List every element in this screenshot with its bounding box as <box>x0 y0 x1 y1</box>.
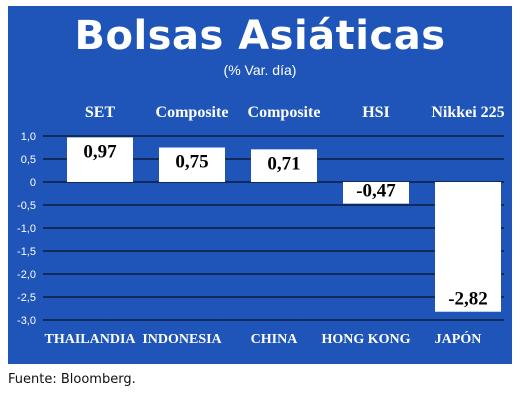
y-tick-label: -2,0 <box>17 269 36 281</box>
bar <box>343 182 409 204</box>
y-tick-label: -0,5 <box>17 200 36 212</box>
index-label-composite-china: Composite <box>247 104 321 121</box>
source-note: Fuente: Bloomberg. <box>8 372 136 387</box>
bar-value-label: 0,97 <box>83 141 117 162</box>
category-label-japon: JAPÓN <box>434 332 482 347</box>
y-tick-label: 0 <box>30 177 36 189</box>
y-tick-label: -3,0 <box>17 315 36 327</box>
category-label-hong-kong: HONG KONG <box>321 332 411 347</box>
bar <box>435 182 501 312</box>
y-tick-label: -1,0 <box>17 223 36 235</box>
category-label-thailandia: THAILANDIA <box>44 332 136 347</box>
bar-chart: 1,0 0,5 0 -0,5 -1,0 -1,5 -2,0 -2,5 -3,0 0,97 0,75 0… <box>17 131 504 327</box>
index-label-set: SET <box>84 104 116 121</box>
bar-value-label: -2,82 <box>448 289 488 310</box>
y-tick-label: 1,0 <box>21 131 36 143</box>
chart-subtitle: (% Var. día) <box>223 62 297 78</box>
y-tick-label: 0,5 <box>21 154 36 166</box>
bar <box>159 147 225 182</box>
bar-value-label: 0,75 <box>175 152 208 173</box>
category-label-indonesia: INDONESIA <box>142 332 222 347</box>
index-label-composite-indonesia: Composite <box>155 104 229 121</box>
y-tick-label: -2,5 <box>17 292 36 304</box>
bar-value-label: 0,71 <box>267 153 300 174</box>
bar <box>67 137 133 182</box>
index-label-hsi: HSI <box>362 104 390 121</box>
y-tick-label: -1,5 <box>17 246 36 258</box>
chart-panel: Bolsas Asiáticas (% Var. día) SET Compos… <box>8 6 512 364</box>
index-label-nikkei: Nikkei 225 <box>431 104 505 121</box>
bar-value-label: -0,47 <box>356 181 396 202</box>
category-label-china: CHINA <box>250 332 298 347</box>
chart-title: Bolsas Asiáticas <box>74 13 446 59</box>
bar <box>251 149 317 182</box>
